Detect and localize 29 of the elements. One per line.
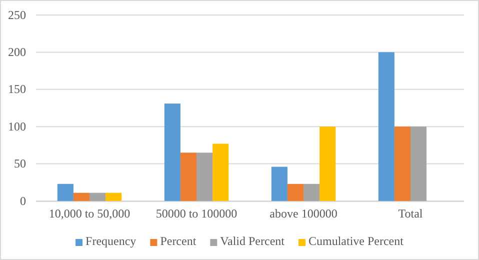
y-tick-label: 100 — [8, 119, 26, 134]
bar — [196, 152, 213, 201]
bar — [212, 144, 229, 201]
x-tick-label: Total — [398, 206, 424, 221]
bar — [73, 192, 90, 201]
y-tick-label: 0 — [20, 194, 26, 208]
bar — [90, 192, 106, 201]
bar — [271, 166, 288, 201]
bar — [180, 152, 196, 201]
y-tick-label: 150 — [8, 82, 26, 96]
y-tick-label: 50 — [14, 156, 26, 171]
bar — [304, 184, 320, 201]
bar — [378, 52, 394, 201]
bar — [57, 184, 74, 201]
x-tick-label: above 100000 — [270, 206, 338, 221]
y-tick-label: 250 — [8, 8, 26, 22]
legend-label: Valid Percent — [220, 234, 286, 248]
bar — [106, 192, 122, 201]
legend-label: Frequency — [86, 234, 136, 248]
legend-label: Cumulative Percent — [308, 234, 404, 248]
x-tick-label: 50000 to 100000 — [156, 206, 238, 221]
bar — [394, 126, 410, 201]
bar — [164, 104, 180, 201]
y-tick-label: 200 — [8, 45, 26, 60]
bar — [410, 126, 427, 201]
bar — [287, 184, 304, 201]
x-tick-label: 10,000 to 50,000 — [48, 206, 130, 221]
legend-label: Percent — [160, 234, 197, 248]
bar — [320, 126, 336, 201]
